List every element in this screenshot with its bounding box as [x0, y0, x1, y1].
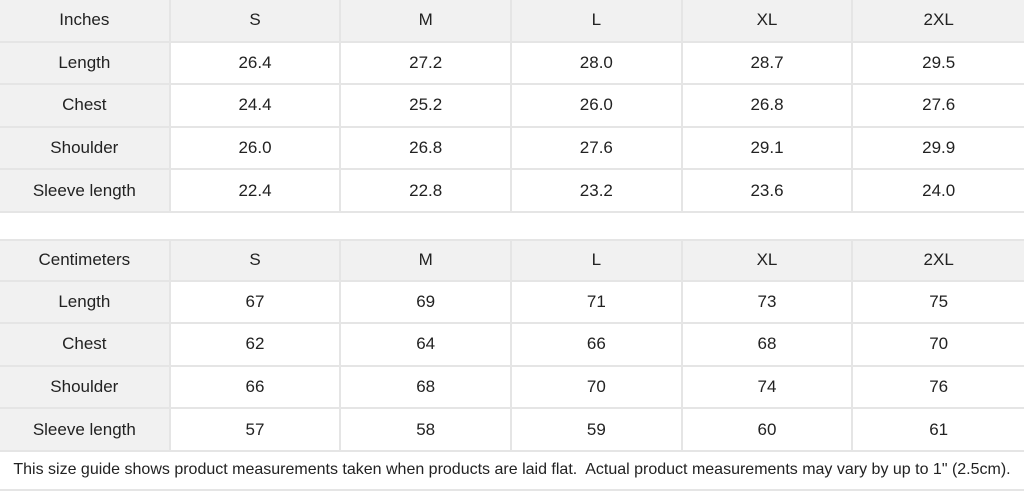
row-label: Chest — [0, 324, 171, 367]
measurement-cell: 29.1 — [682, 127, 854, 171]
measurement-cell: 29.9 — [853, 127, 1024, 171]
measurement-cell: 70 — [853, 324, 1024, 367]
size-column-header: M — [341, 238, 512, 282]
size-column-header: XL — [682, 238, 854, 282]
measurement-cell: 74 — [682, 366, 854, 410]
measurement-cell: 22.8 — [341, 170, 512, 213]
measurement-cell: 67 — [170, 281, 342, 325]
size-guide-note: This size guide shows product measuremen… — [0, 452, 1024, 491]
measurement-cell: 70 — [512, 366, 683, 410]
measurement-cell: 29.5 — [853, 42, 1024, 86]
measurement-cell: 64 — [341, 324, 512, 367]
measurement-cell: 71 — [512, 281, 683, 325]
measurement-cell: 59 — [512, 409, 683, 452]
size-column-header: L — [512, 0, 683, 43]
measurement-cell: 66 — [512, 324, 683, 367]
measurement-cell: 76 — [853, 366, 1024, 410]
size-column-header: S — [170, 238, 342, 282]
measurement-cell: 27.6 — [853, 85, 1024, 128]
measurement-cell: 75 — [853, 281, 1024, 325]
measurement-cell: 61 — [853, 409, 1024, 452]
size-column-header: 2XL — [853, 0, 1024, 43]
unit-header: Centimeters — [0, 238, 171, 282]
row-label: Shoulder — [0, 127, 171, 171]
row-label: Chest — [0, 85, 171, 128]
measurement-cell: 24.4 — [170, 85, 342, 128]
size-table-inches: Inches S M L XL 2XL Length 26.4 27.2 28.… — [0, 0, 1024, 213]
measurement-cell: 23.2 — [512, 170, 683, 213]
measurement-cell: 27.6 — [512, 127, 683, 171]
measurement-cell: 26.8 — [341, 127, 512, 171]
row-label: Sleeve length — [0, 409, 171, 452]
row-label: Sleeve length — [0, 170, 171, 213]
measurement-cell: 60 — [682, 409, 854, 452]
measurement-cell: 68 — [341, 366, 512, 410]
measurement-cell: 22.4 — [170, 170, 342, 213]
size-column-header: L — [512, 238, 683, 282]
measurement-cell: 68 — [682, 324, 854, 367]
row-label: Length — [0, 42, 171, 86]
measurement-cell: 62 — [170, 324, 342, 367]
measurement-cell: 73 — [682, 281, 854, 325]
size-column-header: XL — [682, 0, 854, 43]
measurement-cell: 57 — [170, 409, 342, 452]
measurement-cell: 23.6 — [682, 170, 854, 213]
measurement-cell: 26.4 — [170, 42, 342, 86]
row-label: Length — [0, 281, 171, 325]
measurement-cell: 28.7 — [682, 42, 854, 86]
measurement-cell: 25.2 — [341, 85, 512, 128]
measurement-cell: 26.0 — [512, 85, 683, 128]
row-label: Shoulder — [0, 366, 171, 410]
size-column-header: M — [341, 0, 512, 43]
size-table-centimeters: Centimeters S M L XL 2XL Length 67 69 71… — [0, 238, 1024, 452]
measurement-cell: 26.0 — [170, 127, 342, 171]
size-column-header: S — [170, 0, 342, 43]
size-column-header: 2XL — [853, 238, 1024, 282]
table-separator — [0, 212, 1024, 239]
measurement-cell: 69 — [341, 281, 512, 325]
measurement-cell: 66 — [170, 366, 342, 410]
unit-header: Inches — [0, 0, 171, 43]
measurement-cell: 58 — [341, 409, 512, 452]
measurement-cell: 27.2 — [341, 42, 512, 86]
measurement-cell: 26.8 — [682, 85, 854, 128]
measurement-cell: 24.0 — [853, 170, 1024, 213]
measurement-cell: 28.0 — [512, 42, 683, 86]
